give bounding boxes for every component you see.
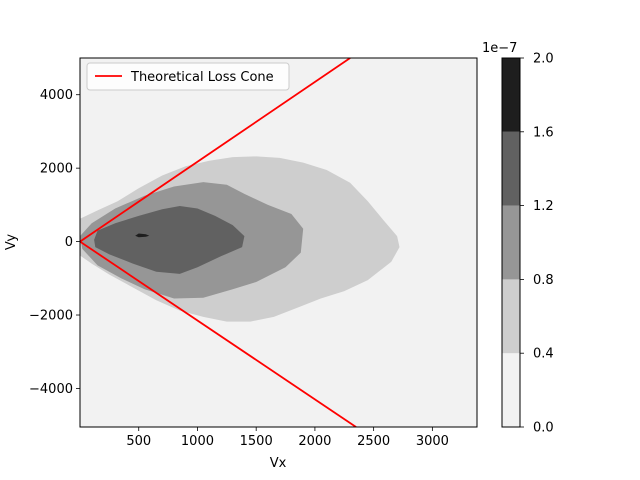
colorbar-tick-label: 0.8 [533,273,554,288]
colorbar-segment [502,205,520,280]
legend: Theoretical Loss Cone [86,62,290,91]
y-axis-label: Vy [4,234,19,251]
y-tick-label: −4000 [29,382,73,397]
legend-box [86,62,290,91]
colorbar-tick-label: 0.0 [533,421,554,436]
loss-cone-line-2 [80,240,357,427]
x-tick-label: 3000 [416,434,449,449]
y-tick-label: −2000 [29,309,73,324]
y-tick-label: 2000 [40,162,73,177]
x-tick-label: 1000 [181,434,214,449]
legend-label: Theoretical Loss Cone [130,70,274,85]
x-tick-label: 500 [126,434,151,449]
y-tick-label: 4000 [40,88,73,103]
colorbar-segment [502,131,520,206]
x-tick-label: 1500 [240,434,273,449]
colorbar-segment [502,279,520,354]
colorbar-tick-label: 2.0 [533,52,554,67]
colorbar-offset-label: 1e−7 [482,41,517,56]
x-tick-label: 2000 [298,434,331,449]
colorbar-ticks: 0.0 0.4 0.8 1.2 1.6 2.0 [520,52,554,436]
y-axis-ticks: 4000 2000 0 −2000 −4000 [29,88,80,397]
x-tick-label: 2500 [357,434,390,449]
y-tick-label: 0 [65,235,73,250]
colorbar-tick-label: 1.6 [533,125,554,140]
colorbar-tick-label: 1.2 [533,199,554,214]
colorbar-segment [502,58,520,132]
contour-regions [80,156,400,322]
contour-level-4 [135,233,150,238]
loss-cone-lines [80,58,357,427]
x-axis-ticks: 500 1000 1500 2000 2500 3000 [126,427,449,449]
x-axis-label: Vx [270,456,287,471]
colorbar-frame [501,57,521,428]
contour-level-3 [94,206,245,274]
plot-frame [79,57,478,428]
colorbar [502,58,520,427]
colorbar-tick-label: 0.4 [533,347,554,362]
loss-cone-line-1 [80,58,351,243]
colorbar-segment [502,353,520,427]
